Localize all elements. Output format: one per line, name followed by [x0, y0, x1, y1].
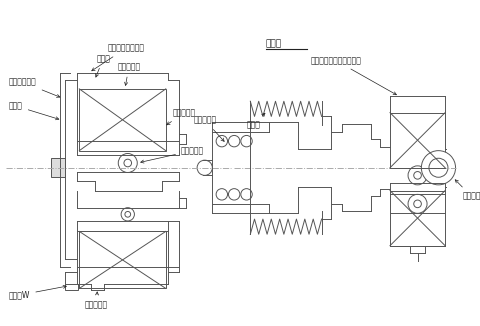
Circle shape: [216, 135, 228, 147]
Bar: [51, 158, 65, 177]
Text: ギャップ（調整）: ギャップ（調整）: [92, 44, 145, 71]
Bar: [65, 284, 78, 290]
Bar: [390, 191, 445, 246]
Text: ギャップ調整用スペーサ: ギャップ調整用スペーサ: [310, 56, 396, 95]
Text: 励磁コイル: 励磁コイル: [167, 108, 195, 125]
Circle shape: [228, 189, 240, 200]
Circle shape: [241, 189, 252, 200]
Text: フィールド: フィールド: [117, 63, 141, 85]
Bar: [79, 89, 166, 151]
Circle shape: [408, 194, 427, 213]
Text: 板バネ: 板バネ: [9, 101, 59, 120]
Circle shape: [124, 159, 132, 167]
Bar: [390, 113, 445, 168]
Text: 仕組品: 仕組品: [265, 40, 282, 49]
Circle shape: [241, 135, 252, 147]
Circle shape: [118, 154, 137, 172]
Circle shape: [408, 166, 427, 185]
Circle shape: [197, 160, 212, 175]
Text: プーリ: プーリ: [247, 113, 265, 129]
Circle shape: [125, 212, 131, 217]
Circle shape: [216, 189, 228, 200]
Bar: [79, 231, 166, 289]
Circle shape: [414, 171, 421, 179]
Text: シャフト: シャフト: [455, 180, 480, 201]
Text: ロータ: ロータ: [96, 54, 110, 77]
Text: リードW: リードW: [9, 285, 66, 300]
Circle shape: [414, 200, 421, 208]
Text: ベアリング: ベアリング: [193, 116, 224, 141]
Text: ベアリング: ベアリング: [141, 146, 204, 163]
Circle shape: [429, 158, 448, 177]
Circle shape: [228, 135, 240, 147]
Text: 固り止め板: 固り止め板: [85, 292, 108, 309]
Text: アーマチュア: アーマチュア: [9, 78, 60, 97]
Circle shape: [121, 208, 134, 221]
Circle shape: [421, 151, 456, 185]
